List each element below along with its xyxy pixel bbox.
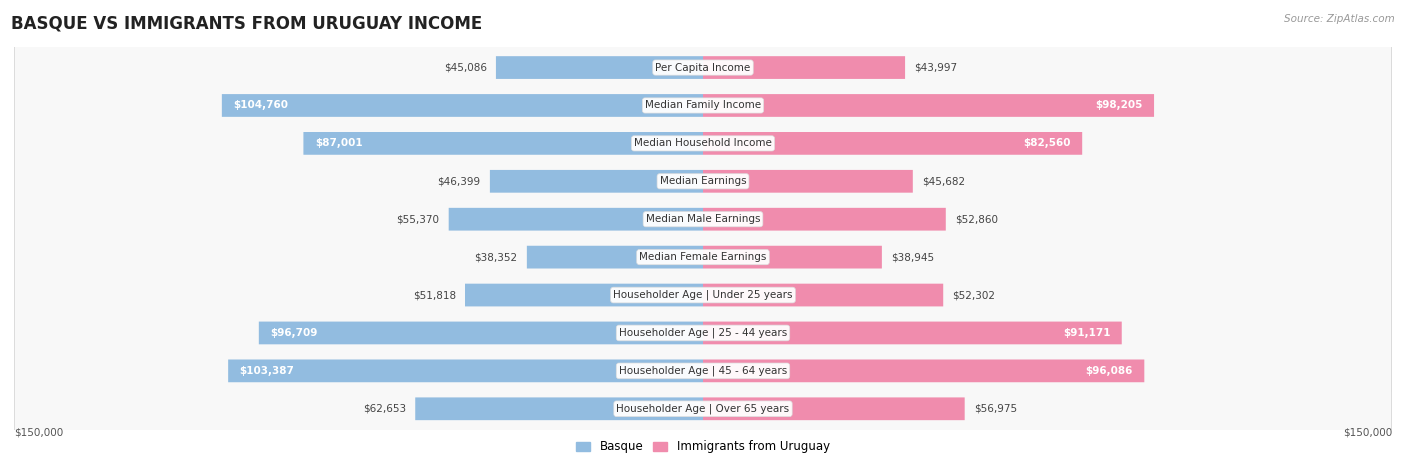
Text: $38,352: $38,352 (475, 252, 517, 262)
Text: $62,653: $62,653 (363, 404, 406, 414)
FancyBboxPatch shape (449, 208, 703, 231)
FancyBboxPatch shape (703, 360, 1144, 382)
Text: $43,997: $43,997 (914, 63, 957, 72)
FancyBboxPatch shape (703, 56, 905, 79)
Text: BASQUE VS IMMIGRANTS FROM URUGUAY INCOME: BASQUE VS IMMIGRANTS FROM URUGUAY INCOME (11, 14, 482, 32)
FancyBboxPatch shape (14, 0, 1392, 467)
Text: $150,000: $150,000 (1343, 428, 1392, 438)
FancyBboxPatch shape (489, 170, 703, 193)
FancyBboxPatch shape (703, 246, 882, 269)
FancyBboxPatch shape (703, 170, 912, 193)
Text: $150,000: $150,000 (14, 428, 63, 438)
FancyBboxPatch shape (228, 360, 703, 382)
FancyBboxPatch shape (703, 132, 1083, 155)
Text: $87,001: $87,001 (315, 138, 363, 149)
FancyBboxPatch shape (14, 0, 1392, 467)
Text: Median Female Earnings: Median Female Earnings (640, 252, 766, 262)
Text: $52,860: $52,860 (955, 214, 998, 224)
FancyBboxPatch shape (14, 0, 1392, 467)
Text: Median Family Income: Median Family Income (645, 100, 761, 111)
Legend: Basque, Immigrants from Uruguay: Basque, Immigrants from Uruguay (571, 436, 835, 458)
Text: Per Capita Income: Per Capita Income (655, 63, 751, 72)
Text: $96,086: $96,086 (1085, 366, 1133, 376)
FancyBboxPatch shape (703, 94, 1154, 117)
Text: $46,399: $46,399 (437, 177, 481, 186)
FancyBboxPatch shape (14, 0, 1392, 467)
Text: Median Household Income: Median Household Income (634, 138, 772, 149)
FancyBboxPatch shape (14, 0, 1392, 467)
FancyBboxPatch shape (304, 132, 703, 155)
Text: Householder Age | Over 65 years: Householder Age | Over 65 years (616, 403, 790, 414)
FancyBboxPatch shape (259, 322, 703, 344)
Text: Householder Age | 25 - 44 years: Householder Age | 25 - 44 years (619, 328, 787, 338)
FancyBboxPatch shape (703, 208, 946, 231)
Text: $82,560: $82,560 (1024, 138, 1071, 149)
FancyBboxPatch shape (14, 0, 1392, 467)
Text: $98,205: $98,205 (1095, 100, 1143, 111)
FancyBboxPatch shape (703, 283, 943, 306)
FancyBboxPatch shape (527, 246, 703, 269)
FancyBboxPatch shape (415, 397, 703, 420)
Text: $96,709: $96,709 (270, 328, 318, 338)
FancyBboxPatch shape (496, 56, 703, 79)
Text: $56,975: $56,975 (974, 404, 1017, 414)
Text: $38,945: $38,945 (891, 252, 934, 262)
Text: $51,818: $51,818 (413, 290, 456, 300)
Text: $45,086: $45,086 (444, 63, 486, 72)
Text: $91,171: $91,171 (1063, 328, 1111, 338)
FancyBboxPatch shape (703, 322, 1122, 344)
FancyBboxPatch shape (14, 0, 1392, 467)
FancyBboxPatch shape (14, 0, 1392, 467)
FancyBboxPatch shape (703, 397, 965, 420)
Text: Source: ZipAtlas.com: Source: ZipAtlas.com (1284, 14, 1395, 24)
FancyBboxPatch shape (465, 283, 703, 306)
FancyBboxPatch shape (222, 94, 703, 117)
Text: Median Male Earnings: Median Male Earnings (645, 214, 761, 224)
Text: $45,682: $45,682 (922, 177, 965, 186)
Text: $55,370: $55,370 (396, 214, 440, 224)
Text: Householder Age | 45 - 64 years: Householder Age | 45 - 64 years (619, 366, 787, 376)
Text: $104,760: $104,760 (233, 100, 288, 111)
FancyBboxPatch shape (14, 0, 1392, 467)
FancyBboxPatch shape (14, 0, 1392, 467)
Text: Median Earnings: Median Earnings (659, 177, 747, 186)
Text: $52,302: $52,302 (952, 290, 995, 300)
Text: Householder Age | Under 25 years: Householder Age | Under 25 years (613, 290, 793, 300)
Text: $103,387: $103,387 (239, 366, 294, 376)
